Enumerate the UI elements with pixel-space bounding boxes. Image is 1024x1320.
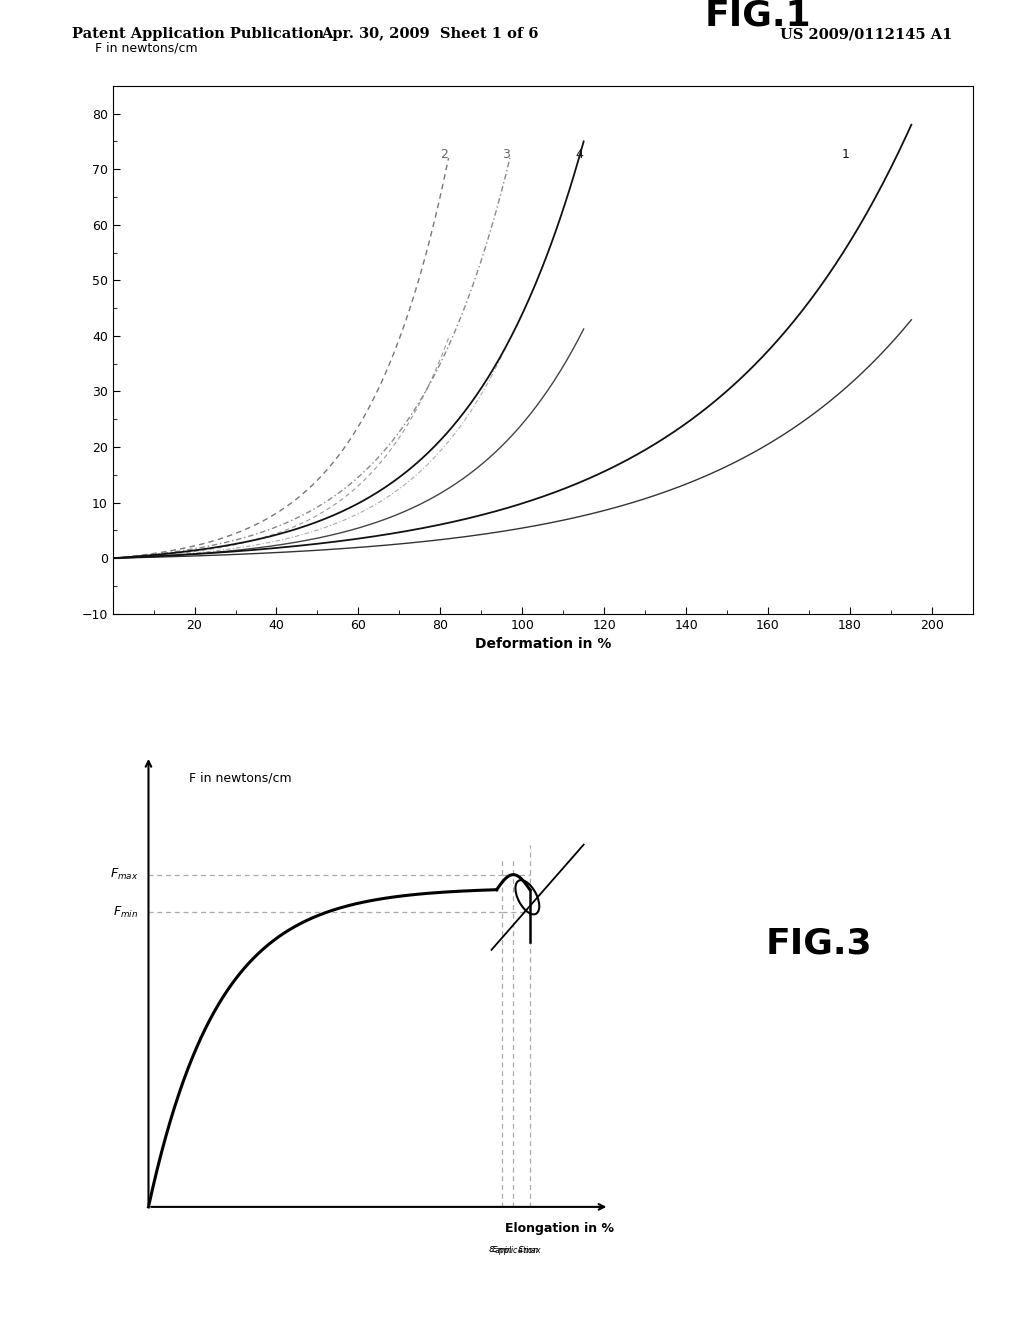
Text: Patent Application Publication: Patent Application Publication [72,28,324,41]
X-axis label: Deformation in %: Deformation in % [474,638,611,651]
Text: F in newtons/cm: F in newtons/cm [189,771,292,784]
Text: $\varepsilon_{max}$: $\varepsilon_{max}$ [517,1245,543,1257]
Text: FIG.3: FIG.3 [766,927,872,961]
Text: 2: 2 [440,148,449,161]
Text: Elongation in %: Elongation in % [506,1222,614,1236]
Text: 3: 3 [502,148,510,161]
Text: Apr. 30, 2009  Sheet 1 of 6: Apr. 30, 2009 Sheet 1 of 6 [322,28,539,41]
Text: $\varepsilon_{min}$: $\varepsilon_{min}$ [490,1245,513,1257]
Text: FIG.1: FIG.1 [705,0,811,33]
Text: $F_{min}$: $F_{min}$ [113,904,138,920]
Text: $\varepsilon_{application}$: $\varepsilon_{application}$ [487,1245,539,1259]
Text: $F_{max}$: $F_{max}$ [110,867,138,882]
Text: 4: 4 [575,148,584,161]
Text: 1: 1 [842,148,850,161]
Text: US 2009/0112145 A1: US 2009/0112145 A1 [780,28,952,41]
Text: F in newtons/cm: F in newtons/cm [95,41,198,54]
